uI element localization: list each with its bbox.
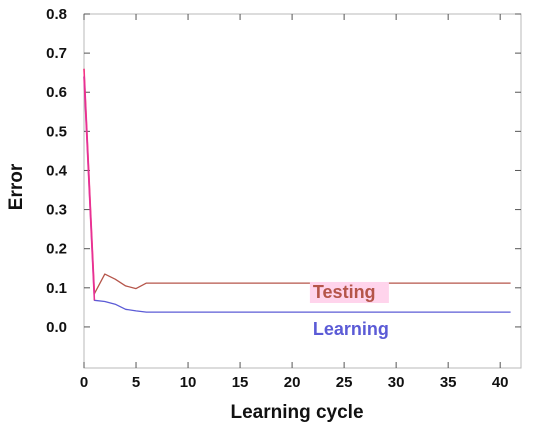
x-tick-label: 30 <box>388 374 405 391</box>
testing-label-highlight <box>309 281 389 303</box>
series-line-learning <box>83 76 511 313</box>
y-tick-label: 0.4 <box>46 162 68 179</box>
y-tick-label: 0.5 <box>46 123 67 140</box>
y-tick-label: 0.8 <box>46 6 67 23</box>
y-tick-label: 0.3 <box>46 202 67 219</box>
series-label-testing: Testing <box>313 282 376 302</box>
y-tick-label: 0.7 <box>46 45 67 62</box>
series-label-learning: Learning <box>313 319 389 339</box>
x-tick-label: 35 <box>440 374 457 391</box>
plot-frame <box>83 13 522 369</box>
x-tick-label: 0 <box>80 374 88 391</box>
series-spike-learning <box>83 76 96 301</box>
x-tick-label: 25 <box>336 374 353 391</box>
x-tick-label: 15 <box>232 374 249 391</box>
labels-layer: Testing Learning <box>309 281 389 339</box>
x-tick-label: 5 <box>132 374 140 391</box>
axes-layer: 0 5 10 15 20 25 30 35 40 0.0 0.1 0.2 0.3 0.4 0.5 0.6 0.7… <box>46 6 522 391</box>
y-tick-label: 0.1 <box>46 280 67 297</box>
y-axis-title: Error <box>6 163 27 210</box>
y-tick-label: 0.2 <box>46 241 67 258</box>
series-layer <box>83 68 511 313</box>
y-tick-label: 0.6 <box>46 84 67 101</box>
series-line-testing <box>83 68 511 295</box>
x-axis-title: Learning cycle <box>230 402 363 423</box>
x-tick-label: 20 <box>284 374 301 391</box>
x-tick-label: 40 <box>492 374 509 391</box>
y-tick-label: 0.0 <box>46 319 67 336</box>
x-tick-label: 10 <box>180 374 197 391</box>
